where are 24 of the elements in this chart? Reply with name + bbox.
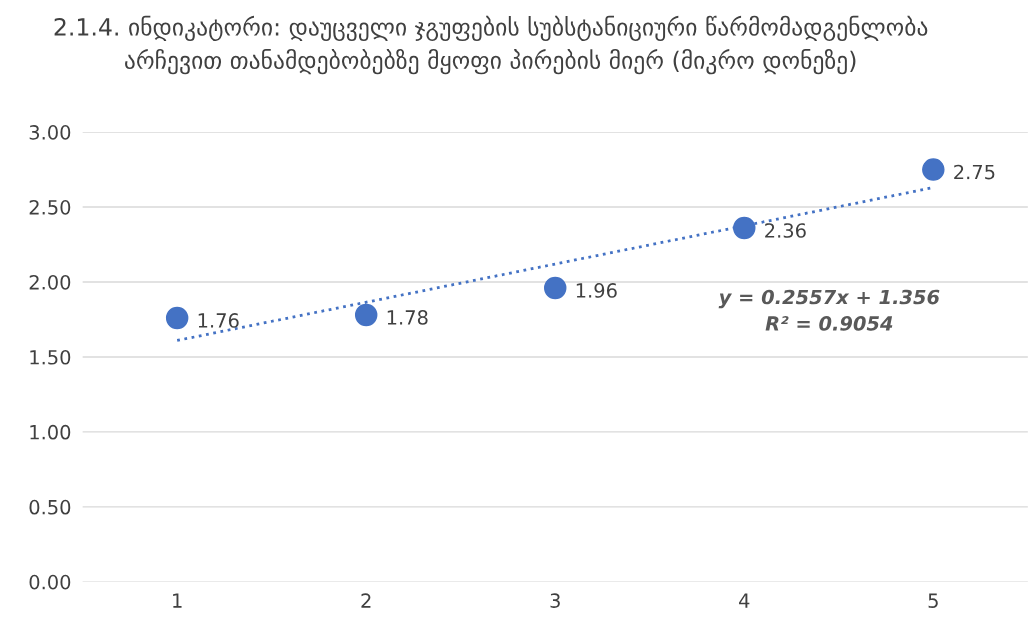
point (922, 158, 945, 181)
y-tick-label: 0.50 (29, 499, 71, 515)
x-tick-label: 4 (739, 593, 750, 608)
y-tick-label: 1.50 (30, 349, 71, 365)
x-tick-label: 1 (173, 593, 182, 608)
y-tick-label: 2.50 (29, 200, 71, 215)
annotation: y = 0.2557x + 1.356 R² = 0.9054 (718, 289, 940, 331)
data-label: 2.36 (765, 223, 806, 238)
data-label: 2.75 (954, 164, 995, 180)
data-label: 1.96 (576, 283, 617, 298)
x-tick-label: 3 (550, 593, 560, 608)
y-tick-label: 3.00 (29, 125, 71, 140)
y-tick-label: 2.00 (29, 274, 71, 290)
point (733, 216, 756, 240)
data-label: 1.76 (198, 313, 239, 328)
x-tick-label: 2 (361, 593, 371, 608)
chart-title: 2.1.4. ინდიკატორი: დაუცველი ჯგუფების სუბსტანიციური წარმომადგენლობა არჩევით თანამდებობებზე მყოფი პირების მიერ (მიკრო დონეზე) (54, 15, 928, 75)
x-tick-label: 5 (928, 593, 938, 608)
point (165, 306, 189, 330)
point (544, 276, 567, 300)
point (354, 303, 378, 327)
data-label: 1.78 (387, 310, 428, 325)
y-tick-label: 1.00 (30, 424, 71, 440)
y-tick-label: 0.00 (29, 574, 71, 590)
